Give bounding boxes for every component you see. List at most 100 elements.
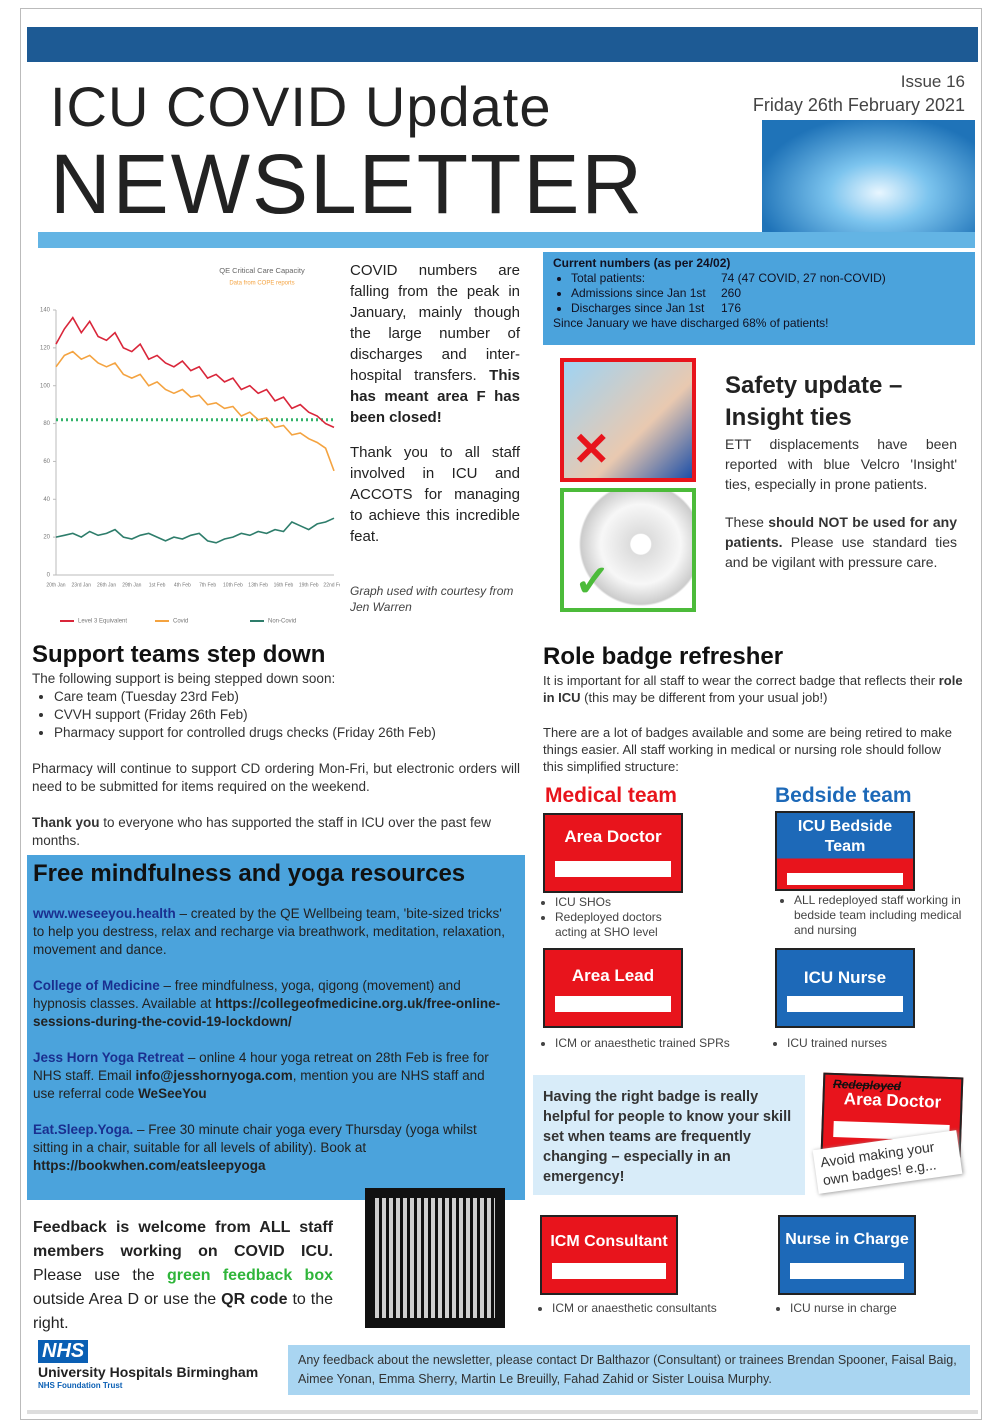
capacity-chart: QE Critical Care Capacity Data from COPE …	[30, 255, 340, 630]
role: Role badge refresher It is important for…	[543, 642, 963, 775]
credit: Graph used with courtesy from Jen Warren	[350, 583, 520, 615]
link[interactable]: College of Medicine	[33, 978, 160, 993]
text: to everyone who has supported the staff …	[32, 815, 491, 848]
series-line	[56, 518, 334, 543]
scribble: Redeployed	[833, 1077, 901, 1093]
y-tick-label: 40	[43, 497, 50, 503]
x-tick-label: 10th Feb	[223, 582, 243, 588]
heading: Current numbers (as per 24/02)	[553, 256, 730, 270]
item: College of Medicine – free mindfulness, …	[33, 977, 507, 1031]
series-line	[56, 318, 334, 428]
item: Redeployed doctors acting at SHO level	[555, 910, 683, 940]
badge: Nurse in Charge	[778, 1215, 916, 1295]
item: Eat.Sleep.Yoga. – Free 30 minute chair y…	[33, 1121, 507, 1175]
item: ICM or anaesthetic consultants	[552, 1301, 760, 1316]
email: info@jesshornyoga.com	[136, 1068, 293, 1083]
x-tick-label: 29th Jan	[122, 582, 141, 588]
x-tick-label: 19th Feb	[299, 582, 319, 588]
url: https://bookwhen.com/eatsleepyoga	[33, 1158, 266, 1173]
x-tick-label: 4th Feb	[174, 582, 191, 588]
support: Support teams step down The following su…	[32, 640, 520, 850]
y-tick-label: 80	[43, 421, 50, 427]
issue: Issue 16	[901, 72, 965, 92]
list: Care team (Tuesday 23rd Feb)CVVH support…	[32, 688, 520, 742]
badge-label: ICU Bedside Team	[798, 818, 892, 855]
badge-label: ICU Nurse	[804, 968, 886, 987]
trust: NHS Foundation Trust	[38, 1381, 122, 1390]
nhs-logo: NHS	[38, 1340, 88, 1363]
text: outside Area D or use the	[33, 1291, 221, 1308]
qr-code	[365, 1188, 505, 1328]
y-tick-label: 60	[43, 459, 50, 465]
badge: Area Doctor	[543, 813, 683, 893]
virus-image	[762, 120, 975, 232]
y-tick-label: 0	[47, 573, 51, 579]
text: QR code	[221, 1291, 287, 1308]
y-tick-label: 100	[40, 383, 51, 389]
page: ICU COVID Update NEWSLETTER Issue 16 Fri…	[0, 0, 985, 1427]
item: Jess Horn Yoga Retreat – online 4 hour y…	[33, 1049, 507, 1103]
y-tick-label: 120	[40, 345, 51, 351]
badge-note: ICM or anaesthetic consultants	[540, 1301, 760, 1316]
text: Thank you to everyone who has supported …	[32, 814, 520, 850]
item: ICM or anaesthetic trained SPRs	[555, 1036, 763, 1051]
x-tick-label: 26th Jan	[97, 582, 116, 588]
x-tick-label: 7th Feb	[199, 582, 216, 588]
tip: Having the right badge is really helpful…	[533, 1075, 805, 1195]
badge-note: ICU trained nurses	[775, 1036, 955, 1051]
item: Care team (Tuesday 23rd Feb)	[54, 688, 520, 706]
intro-text: Thank you to all staff involved in ICU a…	[350, 442, 520, 547]
list: Total patients:74 (47 COVID, 27 non-COVI…	[553, 271, 965, 316]
item: ICU SHOs	[555, 895, 683, 910]
title: NEWSLETTER	[50, 136, 644, 233]
value: 176	[721, 301, 741, 315]
title: ICU COVID Update	[50, 74, 552, 139]
badge-note: ICU nurse in charge	[778, 1301, 958, 1316]
link[interactable]: www.weseeyou.health	[33, 906, 176, 921]
x-tick-label: 22nd Feb	[323, 582, 340, 588]
badge-note: ICU SHOsRedeployed doctors acting at SHO…	[543, 895, 683, 940]
x-tick-label: 13th Feb	[248, 582, 268, 588]
intro-text: COVID numbers are falling from the peak …	[350, 260, 520, 428]
text: Thank you	[32, 815, 100, 830]
link[interactable]: Eat.Sleep.Yoga.	[33, 1122, 133, 1137]
chart-title: QE Critical Care Capacity	[219, 266, 305, 275]
y-tick-label: 20	[43, 535, 50, 541]
org: University Hospitals Birmingham	[38, 1364, 258, 1380]
bedside-heading: Bedside team	[775, 784, 912, 808]
safety: Safety update – Insight ties ETT displac…	[725, 370, 957, 572]
medical-heading: Medical team	[545, 784, 677, 808]
badge-note: ICM or anaesthetic trained SPRs	[543, 1036, 763, 1051]
feedback: Feedback is welcome from ALL staff membe…	[33, 1216, 333, 1336]
item: CVVH support (Friday 26th Feb)	[54, 706, 520, 724]
text: The following support is being stepped d…	[32, 670, 520, 688]
text: (this may be different from your usual j…	[581, 690, 828, 705]
mindfulness: Free mindfulness and yoga resources www.…	[27, 855, 525, 1200]
top-bar	[27, 27, 978, 62]
intro: COVID numbers are falling from the peak …	[350, 260, 520, 615]
code: WeSeeYou	[138, 1086, 207, 1101]
badge: Area Lead	[543, 948, 683, 1028]
item: Pharmacy support for controlled drugs ch…	[54, 724, 520, 742]
text: Pharmacy will continue to support CD ord…	[32, 760, 520, 796]
date: Friday 26th February 2021	[753, 95, 965, 116]
row: Total patients:74 (47 COVID, 27 non-COVI…	[571, 271, 965, 286]
heading: Support teams step down	[32, 640, 520, 670]
heading: Free mindfulness and yoga resources	[33, 865, 507, 883]
link[interactable]: Jess Horn Yoga Retreat	[33, 1050, 184, 1065]
row: Discharges since Jan 1st176	[571, 301, 965, 316]
badge-note: ALL redeployed staff working in bedside …	[782, 893, 962, 938]
text: It is important for all staff to wear th…	[543, 672, 963, 706]
badge-label: ICM Consultant	[550, 1233, 667, 1250]
label: Admissions since Jan 1st	[571, 286, 721, 301]
text: There are a lot of badges available and …	[543, 724, 963, 775]
x-tick-label: 16th Feb	[274, 582, 294, 588]
badge: ICU Bedside Team	[775, 811, 915, 891]
badge-label: Nurse in Charge	[785, 1231, 909, 1248]
badge-label: Area Doctor	[564, 827, 661, 846]
bad-tie-image: ✕	[560, 358, 696, 482]
text: green feedback box	[167, 1267, 333, 1284]
label: Total patients:	[571, 271, 721, 286]
item: ICU nurse in charge	[790, 1301, 958, 1316]
chart-subtitle: Data from COPE reports	[229, 281, 294, 287]
